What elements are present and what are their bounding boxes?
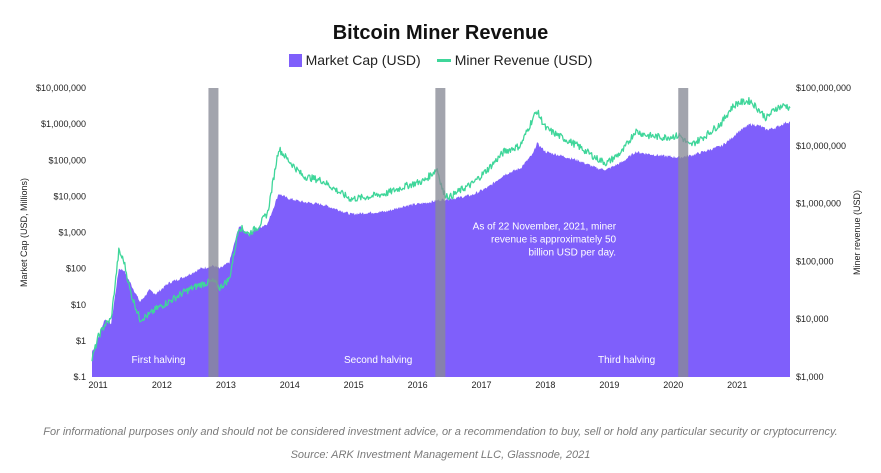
x-tick-label-2014: 2014	[280, 380, 300, 390]
right-axis-title: Miner revenue (USD)	[852, 190, 862, 275]
left-tick-label-0: $.1	[73, 372, 86, 382]
legend-swatch-miner-revenue	[436, 58, 451, 62]
x-tick-label-2011: 2011	[88, 380, 107, 390]
legend-item-market-cap: Market Cap (USD)	[288, 52, 421, 68]
left-tick-label-4: $1,000	[58, 228, 86, 238]
right-tick-label-4: $10,000,000	[796, 141, 846, 151]
left-tick-label-7: $1,000,000	[41, 119, 86, 129]
x-tick-label-2021: 2021	[727, 380, 747, 390]
halving-band-1	[208, 88, 219, 377]
left-axis-title: Market Cap (USD, Millions)	[19, 178, 29, 287]
left-tick-label-6: $100,000	[48, 155, 86, 165]
x-tick-label-2015: 2015	[344, 380, 364, 390]
annotation-line-2: revenue is approximately 50	[491, 235, 617, 246]
source-text: Source: ARK Investment Management LLC, G…	[290, 449, 591, 461]
x-tick-label-2020: 2020	[663, 380, 683, 390]
halving-band-2	[435, 88, 446, 377]
x-tick-label-2016: 2016	[408, 380, 428, 390]
x-tick-label-2017: 2017	[472, 380, 492, 390]
right-tick-label-3: $1,000,000	[796, 199, 841, 209]
left-tick-label-5: $10,000	[53, 191, 86, 201]
disclaimer-text: For informational purposes only and shou…	[43, 426, 838, 438]
halving-label-1: First halving	[132, 355, 186, 366]
chart-title: Bitcoin Miner Revenue	[332, 22, 549, 44]
right-tick-label-0: $1,000	[796, 372, 824, 382]
annotation-line-3: billion USD per day.	[528, 248, 616, 259]
left-tick-label-8: $10,000,000	[36, 83, 86, 93]
x-tick-label-2019: 2019	[599, 380, 619, 390]
left-tick-label-3: $100	[66, 264, 86, 274]
left-tick-label-1: $1	[76, 336, 86, 346]
halving-label-3: Third halving	[598, 355, 655, 366]
legend-label-market-cap: Market Cap (USD)	[305, 52, 421, 68]
right-tick-label-2: $100,000	[796, 256, 834, 266]
halving-label-2: Second halving	[344, 355, 412, 366]
right-tick-label-1: $10,000	[796, 314, 829, 324]
legend-swatch-market-cap	[288, 53, 302, 67]
chart-plot: First halving Second halving Third halving…	[19, 83, 862, 390]
x-tick-label-2018: 2018	[535, 380, 555, 390]
annotation-line-1: As of 22 November, 2021, miner	[473, 222, 617, 233]
chart-legend: Market Cap (USD) Miner Revenue (USD)	[0, 52, 881, 68]
halving-band-3	[678, 88, 689, 377]
legend-item-miner-revenue: Miner Revenue (USD)	[436, 52, 593, 68]
left-tick-label-2: $10	[71, 300, 86, 310]
x-tick-label-2013: 2013	[216, 380, 236, 390]
x-tick-label-2012: 2012	[152, 380, 172, 390]
right-tick-label-5: $100,000,000	[796, 83, 851, 93]
legend-label-miner-revenue: Miner Revenue (USD)	[454, 52, 593, 68]
